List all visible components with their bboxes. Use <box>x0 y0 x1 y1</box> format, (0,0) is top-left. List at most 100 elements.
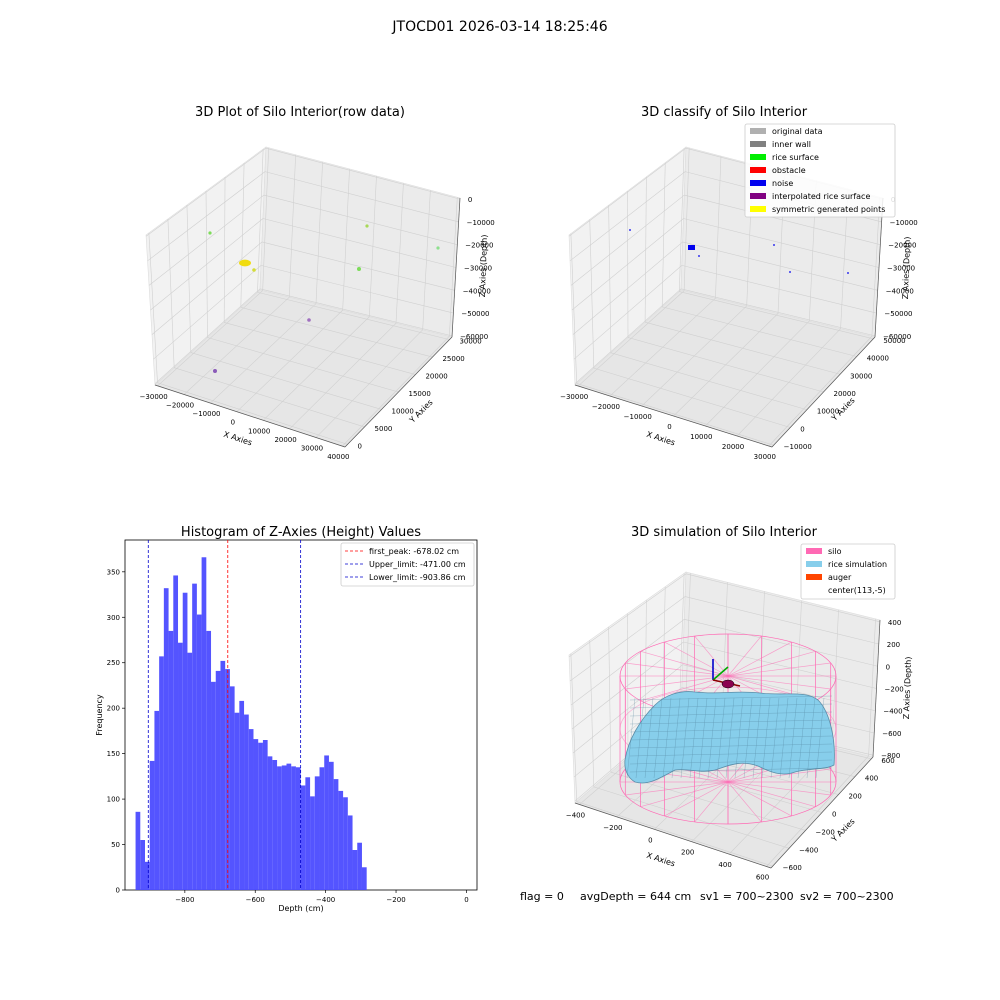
raw-y-tick: 15000 <box>409 390 431 398</box>
raw-z-tick: −30000 <box>464 265 492 273</box>
histogram-title: Histogram of Z-Axies (Height) Values <box>181 525 421 540</box>
simulation-legend-swatch <box>806 561 822 567</box>
raw-z-tick: −20000 <box>465 242 493 250</box>
raw-y-tick: 5000 <box>375 425 393 433</box>
histogram-bar <box>291 766 296 890</box>
cls-z-tick: −40000 <box>886 287 914 295</box>
histogram-bar <box>310 796 315 890</box>
histogram-y-tick: 250 <box>107 659 120 667</box>
histogram-bar <box>206 630 212 890</box>
cls-x-tick: 10000 <box>690 433 712 441</box>
classify-x-label: X Axies <box>645 430 676 448</box>
histogram-bar <box>144 861 150 890</box>
sim-x-tick: −400 <box>566 811 585 819</box>
cls-y-tick: −10000 <box>784 443 812 451</box>
histogram-bar <box>267 756 273 890</box>
simulation-plot-title: 3D simulation of Silo Interior <box>631 525 818 540</box>
histogram-bar <box>244 714 249 890</box>
histogram-y-tick: 150 <box>107 750 120 758</box>
histogram-bar <box>277 766 282 890</box>
simulation-legend-label: silo <box>828 547 842 556</box>
cls-x-tick: 20000 <box>722 443 744 451</box>
classify-legend-label: obstacle <box>772 166 806 175</box>
histogram-bar <box>253 739 259 890</box>
histogram-legend-label: Lower_limit: -903.86 cm <box>369 573 466 582</box>
cls-y-tick: 0 <box>800 425 804 433</box>
raw-y-tick: 10000 <box>392 407 414 415</box>
sim-x-tick: −200 <box>603 824 622 832</box>
classify-legend-swatch <box>750 154 766 160</box>
classify-legend-label: noise <box>772 179 793 188</box>
histogram-legend-label: first_peak: -678.02 cm <box>369 547 459 556</box>
histogram-bar <box>300 785 306 890</box>
raw-z-tick: −60000 <box>460 333 488 341</box>
cls-z-tick: −10000 <box>890 219 918 227</box>
sim-y-tick: −400 <box>799 846 818 854</box>
classify-legend-label: symmetric generated points <box>772 205 885 214</box>
histogram-bar <box>281 765 287 890</box>
histogram-bar <box>328 761 334 890</box>
classify-plot-title: 3D classify of Silo Interior <box>641 105 808 120</box>
raw-y-tick: 20000 <box>425 373 447 381</box>
simulation-legend-swatch <box>806 548 822 554</box>
cls-z-tick: −20000 <box>888 242 916 250</box>
footer-status: flag = 0 avgDepth = 644 cm sv1 = 700~230… <box>520 890 894 903</box>
histogram-x-tick: −400 <box>316 896 335 904</box>
sv1-text: sv1 = 700~2300 <box>700 890 794 903</box>
histogram-bar <box>357 842 362 890</box>
sim-z-tick: −400 <box>883 708 902 716</box>
histogram-y-tick: 350 <box>107 568 120 576</box>
simulation-3d-plot: 3D simulation of Silo Interior −400 −200 0… <box>566 525 913 882</box>
cls-x-tick: 30000 <box>754 453 776 461</box>
histogram-bar <box>338 790 344 890</box>
histogram-bar <box>352 850 358 890</box>
histogram-bar <box>163 588 169 890</box>
sim-x-tick: 600 <box>756 874 769 882</box>
raw-x-tick: 10000 <box>248 427 270 435</box>
histogram-bar <box>324 755 329 890</box>
cls-x-tick: −30000 <box>560 393 588 401</box>
classify-legend-swatch <box>750 206 766 212</box>
histogram-bar <box>286 763 292 890</box>
cls-y-tick: 20000 <box>834 390 856 398</box>
histogram-y-tick: 100 <box>107 796 120 804</box>
sim-y-tick: 600 <box>881 757 894 765</box>
sim-z-tick: 200 <box>887 641 900 649</box>
histogram-bar <box>159 656 164 890</box>
histogram-bar <box>168 630 174 890</box>
classify-legend-swatch <box>750 141 766 147</box>
simulation-legend-label: auger <box>828 573 852 582</box>
classify-legend-label: rice surface <box>772 153 819 162</box>
histogram-bar <box>319 767 325 890</box>
histogram-plot: Histogram of Z-Axies (Height) Values −80… <box>95 525 478 913</box>
histogram-bar <box>173 575 179 890</box>
figure-title: JTOCD01 2026-03-14 18:25:46 <box>391 19 607 35</box>
histogram-bar <box>220 660 226 890</box>
histogram-bar <box>178 642 183 890</box>
classify-legend-swatch <box>750 128 766 134</box>
histogram-bar <box>333 779 339 890</box>
sim-z-tick: −800 <box>881 752 900 760</box>
raw-x-tick: −20000 <box>166 401 194 409</box>
classify-legend-label: interpolated rice surface <box>772 192 870 201</box>
flag-text: flag = 0 <box>520 890 564 903</box>
cls-z-tick: −50000 <box>884 310 912 318</box>
cls-y-tick: 40000 <box>867 355 889 363</box>
simulation-legend-swatch <box>806 574 822 580</box>
histogram-bar <box>347 815 353 890</box>
histogram-bar <box>187 652 193 890</box>
histogram-bar <box>229 686 235 890</box>
sim-y-tick: −600 <box>783 864 802 872</box>
histogram-bar <box>182 592 188 890</box>
sim-x-tick: 0 <box>648 836 652 844</box>
histogram-bar <box>196 614 202 890</box>
histogram-legend: first_peak: -678.02 cm Upper_limit: -471.… <box>340 542 475 587</box>
raw-z-tick: −50000 <box>461 310 489 318</box>
histogram-bar <box>248 729 254 890</box>
histogram-x-tick: −200 <box>386 896 405 904</box>
classify-legend-swatch <box>750 167 766 173</box>
cls-x-tick: −20000 <box>592 403 620 411</box>
raw-x-tick: 0 <box>231 419 235 427</box>
histogram-x-tick: −800 <box>175 896 194 904</box>
